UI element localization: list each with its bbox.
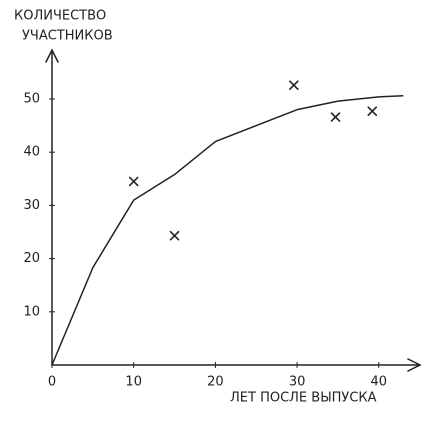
data-point [367,106,378,117]
y-tick-label: 40 [23,145,40,160]
data-point [289,80,299,90]
data-point [169,230,180,241]
fit-curve [51,95,404,366]
y-tick-label: 10 [23,304,40,319]
x-tick-label: 40 [371,375,388,390]
x-axis-label: ЛЕТ ПОСЛЕ ВЫПУСКА [230,391,377,406]
y-axis [45,48,59,366]
x-tick-label: 20 [207,375,224,390]
x-tick-label: 0 [48,375,56,390]
y-tick-label: 50 [23,92,40,107]
x-axis [51,358,422,372]
x-tick-label: 30 [289,375,306,390]
data-point [128,176,139,187]
y-axis-label: КОЛИЧЕСТВО [14,9,106,24]
data-point [330,112,341,122]
y-axis-label: УЧАСТНИКОВ [22,29,113,44]
x-tick-label: 10 [125,375,142,390]
y-tick-label: 30 [23,198,40,213]
y-tick-label: 20 [23,251,40,266]
